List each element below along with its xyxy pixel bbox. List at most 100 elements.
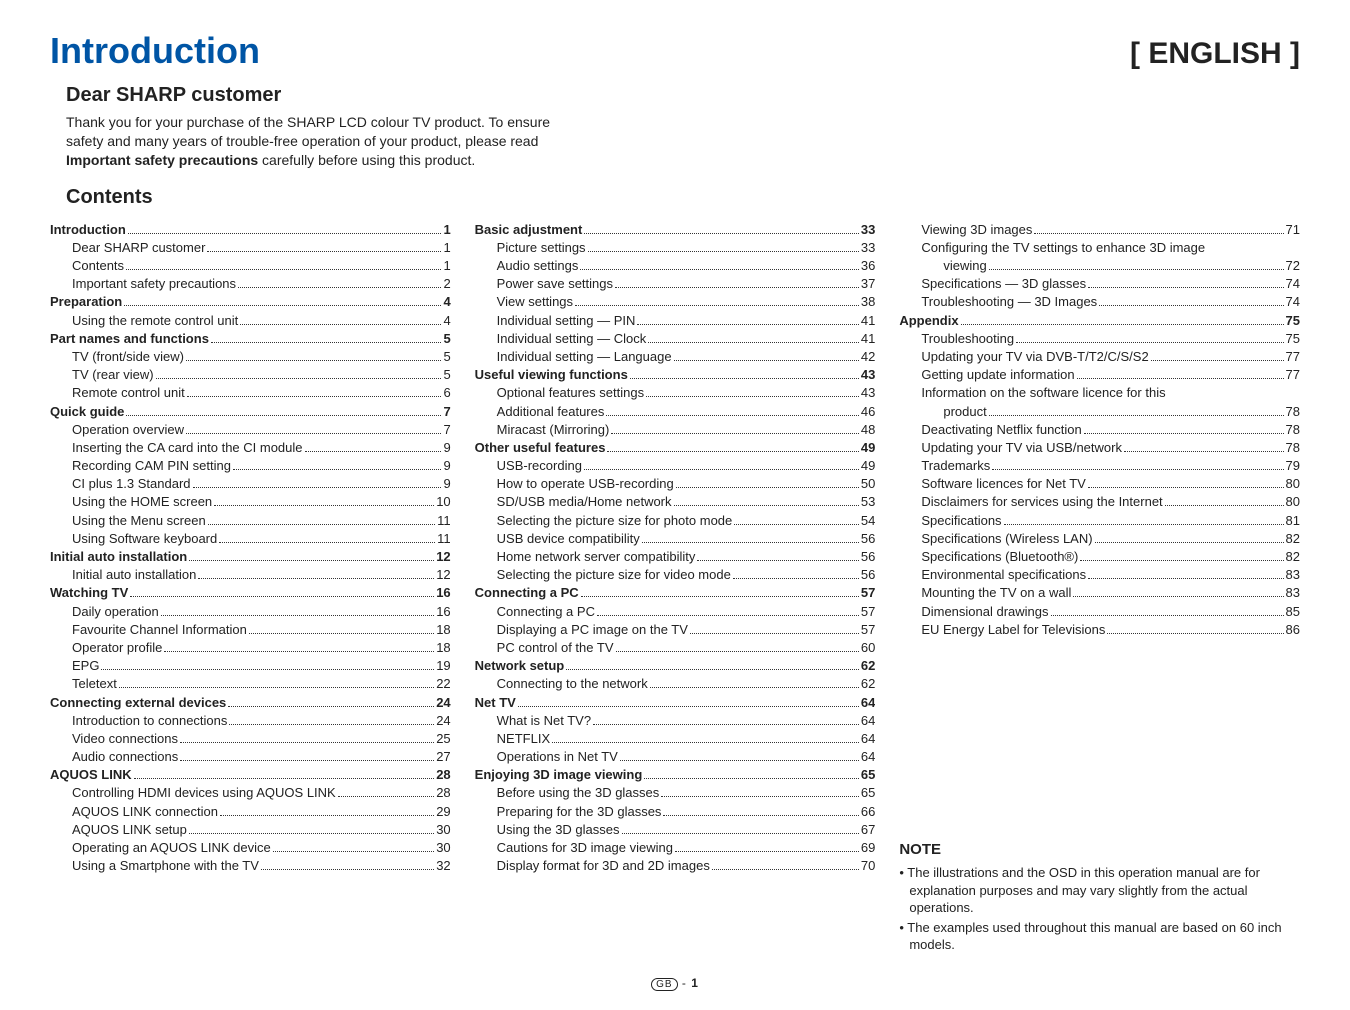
- toc-row: Configuring the TV settings to enhance 3…: [899, 239, 1300, 257]
- toc-label: Using Software keyboard: [72, 530, 217, 548]
- toc-page: 46: [861, 403, 875, 421]
- toc-row: Getting update information77: [899, 366, 1300, 384]
- contents-heading: Contents: [66, 186, 1300, 209]
- toc-leader-dots: [584, 233, 859, 234]
- toc-leader-dots: [648, 342, 859, 343]
- toc-label: Optional features settings: [497, 384, 644, 402]
- toc-label: Operating an AQUOS LINK device: [72, 839, 271, 857]
- toc-label: Before using the 3D glasses: [497, 784, 660, 802]
- toc-row: Using the HOME screen10: [50, 493, 451, 511]
- toc-page: 75: [1286, 330, 1300, 348]
- toc-row: Home network server compatibility56: [475, 548, 876, 566]
- toc-label: Viewing 3D images: [921, 221, 1032, 239]
- toc-row: product78: [899, 403, 1300, 421]
- toc-row: View settings38: [475, 293, 876, 311]
- toc-page: 12: [436, 566, 450, 584]
- toc-page: 7: [443, 403, 450, 421]
- toc-leader-dots: [187, 396, 442, 397]
- toc-row: Dimensional drawings85: [899, 603, 1300, 621]
- toc-page: 60: [861, 639, 875, 657]
- toc-label: Audio connections: [72, 748, 178, 766]
- toc-label: Useful viewing functions: [475, 366, 628, 384]
- toc-leader-dots: [674, 505, 859, 506]
- toc-row: SD/USB media/Home network53: [475, 493, 876, 511]
- toc-label: Updating your TV via USB/network: [921, 439, 1122, 457]
- toc-label: Individual setting — Clock: [497, 330, 647, 348]
- toc-label: Updating your TV via DVB-T/T2/C/S/S2: [921, 348, 1148, 366]
- toc-leader-dots: [584, 469, 859, 470]
- toc-page: 72: [1286, 257, 1300, 275]
- toc-page: 41: [861, 330, 875, 348]
- toc-leader-dots: [989, 269, 1284, 270]
- toc-row: Other useful features49: [475, 439, 876, 457]
- toc-label: USB device compatibility: [497, 530, 640, 548]
- toc-row: Disclaimers for services using the Inter…: [899, 493, 1300, 511]
- toc-label: Specifications — 3D glasses: [921, 275, 1086, 293]
- toc-row: TV (front/side view)5: [50, 348, 451, 366]
- toc-label: Getting update information: [921, 366, 1074, 384]
- toc-row: Updating your TV via USB/network 78: [899, 439, 1300, 457]
- toc-page: 78: [1286, 439, 1300, 457]
- toc-page: 9: [443, 475, 450, 493]
- toc-page: 1: [443, 257, 450, 275]
- toc-page: 29: [436, 803, 450, 821]
- toc-row: Preparation4: [50, 293, 451, 311]
- toc-leader-dots: [580, 269, 859, 270]
- toc-leader-dots: [124, 305, 441, 306]
- toc-row: Individual setting — Clock 41: [475, 330, 876, 348]
- toc-leader-dots: [712, 869, 859, 870]
- footer-page-num: 1: [691, 976, 699, 990]
- toc-page: 42: [861, 348, 875, 366]
- toc-row: Deactivating Netflix function78: [899, 421, 1300, 439]
- toc-label: Cautions for 3D image viewing: [497, 839, 673, 857]
- toc-page: 9: [443, 457, 450, 475]
- toc-label: Enjoying 3D image viewing: [475, 766, 643, 784]
- toc-row: Audio settings36: [475, 257, 876, 275]
- toc-row: AQUOS LINK28: [50, 766, 451, 784]
- toc-label: How to operate USB-recording: [497, 475, 674, 493]
- toc-leader-dots: [575, 305, 859, 306]
- toc-label: Troubleshooting: [921, 330, 1014, 348]
- toc-row: Displaying a PC image on the TV57: [475, 621, 876, 639]
- toc-label: Deactivating Netflix function: [921, 421, 1081, 439]
- toc-leader-dots: [622, 833, 859, 834]
- toc-page: 77: [1286, 348, 1300, 366]
- toc-leader-dots: [198, 578, 434, 579]
- toc-page: 5: [443, 366, 450, 384]
- toc-row: Part names and functions5: [50, 330, 451, 348]
- toc-row: AQUOS LINK connection29: [50, 803, 451, 821]
- toc-page: 28: [436, 784, 450, 802]
- toc-leader-dots: [229, 724, 434, 725]
- toc-page: 30: [436, 821, 450, 839]
- toc-leader-dots: [961, 324, 1284, 325]
- toc-page: 16: [436, 603, 450, 621]
- toc-label: Troubleshooting — 3D Images: [921, 293, 1097, 311]
- toc-leader-dots: [1077, 378, 1284, 379]
- toc-leader-dots: [637, 324, 858, 325]
- toc-row: USB device compatibility56: [475, 530, 876, 548]
- toc-leader-dots: [130, 596, 434, 597]
- toc-row: Connecting a PC57: [475, 603, 876, 621]
- toc-row: Operator profile18: [50, 639, 451, 657]
- toc-leader-dots: [119, 687, 434, 688]
- toc-page: 1: [443, 239, 450, 257]
- toc-row: Quick guide7: [50, 403, 451, 421]
- toc-label: Recording CAM PIN setting: [72, 457, 231, 475]
- toc-page: 57: [861, 584, 875, 602]
- toc-row: Teletext22: [50, 675, 451, 693]
- toc-page: 28: [436, 766, 450, 784]
- toc-row: Specifications81: [899, 512, 1300, 530]
- toc-page: 24: [436, 694, 450, 712]
- toc-label: product: [943, 403, 986, 421]
- toc-page: 67: [861, 821, 875, 839]
- toc-leader-dots: [733, 578, 859, 579]
- toc-leader-dots: [1099, 305, 1283, 306]
- toc-page: 75: [1286, 312, 1300, 330]
- toc-leader-dots: [1051, 615, 1284, 616]
- toc-row: Power save settings37: [475, 275, 876, 293]
- toc-row: Daily operation16: [50, 603, 451, 621]
- toc-page: 48: [861, 421, 875, 439]
- toc-column-2: Basic adjustment33Picture settings33Audi…: [475, 221, 876, 956]
- toc-page: 83: [1286, 566, 1300, 584]
- toc-label: Displaying a PC image on the TV: [497, 621, 688, 639]
